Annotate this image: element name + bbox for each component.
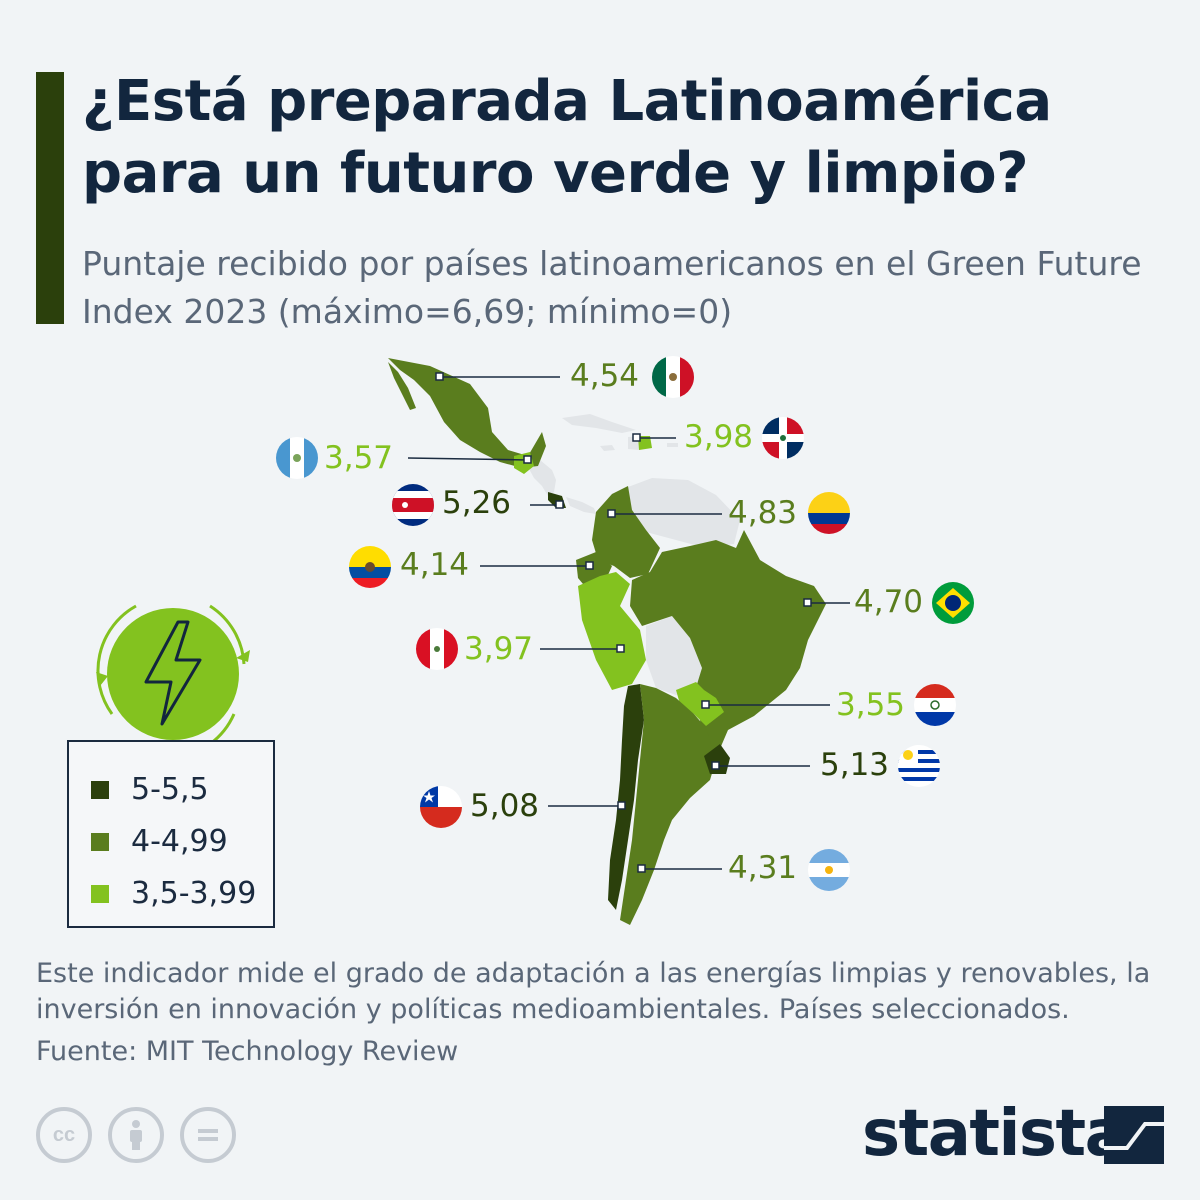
colombia-region <box>592 486 660 578</box>
legend-label-mid: 4-4,99 <box>131 824 228 859</box>
statista-logo[interactable]: statista <box>862 1097 1128 1171</box>
legend-item-mid: 4-4,99 <box>91 824 228 859</box>
legend-item-low: 3,5-3,99 <box>91 876 256 911</box>
chile-flag-icon <box>420 786 462 828</box>
uruguay-flag-icon <box>898 745 940 787</box>
bolivia-region <box>646 616 702 695</box>
statista-logo-mark[interactable] <box>1104 1106 1164 1164</box>
page-subtitle: Puntaje recibido por países latinoameric… <box>82 244 1142 331</box>
page-title: ¿Está preparada Latinoamérica para un fu… <box>82 69 1052 206</box>
score-paraguay: 3,55 <box>836 687 906 723</box>
legend-item-high: 5-5,5 <box>91 772 209 807</box>
baja-california-region <box>388 362 416 410</box>
score-mexico: 4,54 <box>570 358 640 394</box>
panama-region <box>566 497 596 514</box>
brazil-flag-icon <box>932 582 974 624</box>
legend-label-high: 5-5,5 <box>131 772 209 807</box>
paraguay-flag-icon <box>914 684 956 726</box>
score-uruguay: 5,13 <box>820 747 890 783</box>
source: Fuente: MIT Technology Review <box>36 1036 459 1067</box>
peru-region <box>578 572 646 690</box>
score-brazil: 4,70 <box>854 584 924 620</box>
legend-label-low: 3,5-3,99 <box>131 876 257 911</box>
score-argentina: 4,31 <box>728 850 798 886</box>
footnote: Este indicador mide el grado de adaptaci… <box>36 958 1151 1025</box>
guatemala-flag-icon <box>276 437 318 479</box>
score-dominican-republic: 3,98 <box>684 419 754 455</box>
costa-rica-flag-icon <box>392 484 434 526</box>
chile-region <box>608 684 644 910</box>
score-colombia: 4,83 <box>728 495 798 531</box>
argentina-flag-icon <box>808 849 850 891</box>
score-peru: 3,97 <box>464 631 534 667</box>
lightning-bolt-icon <box>96 604 250 746</box>
score-costa-rica: 5,26 <box>442 485 512 521</box>
score-ecuador: 4,14 <box>400 547 470 583</box>
puerto-rico-region <box>667 443 678 447</box>
cuba-region <box>562 414 636 433</box>
accent-bar <box>36 72 64 324</box>
jamaica-region <box>600 445 615 451</box>
legend: 5-5,5 4-4,99 3,5-3,99 <box>67 740 275 928</box>
score-guatemala: 3,57 <box>324 440 394 476</box>
legend-swatch-mid <box>91 832 109 851</box>
mexico-flag-icon <box>652 356 694 398</box>
dominican-republic-flag-icon <box>762 417 804 459</box>
venezuela-guianas-region <box>628 478 740 548</box>
mexico-region <box>388 358 546 468</box>
cc-icon[interactable]: cc <box>36 1107 92 1163</box>
no-derivatives-icon[interactable] <box>180 1107 236 1163</box>
attribution-icon[interactable] <box>108 1107 164 1163</box>
paraguay-region <box>676 682 724 726</box>
brazil-region <box>630 530 826 758</box>
legend-swatch-low <box>91 884 109 903</box>
colombia-flag-icon <box>808 492 850 534</box>
dominican-republic-region <box>638 436 652 450</box>
central-america-region <box>528 460 556 496</box>
legend-swatch-high <box>91 780 109 799</box>
score-chile: 5,08 <box>470 788 540 824</box>
peru-flag-icon <box>416 628 458 670</box>
ecuador-flag-icon <box>349 546 391 588</box>
